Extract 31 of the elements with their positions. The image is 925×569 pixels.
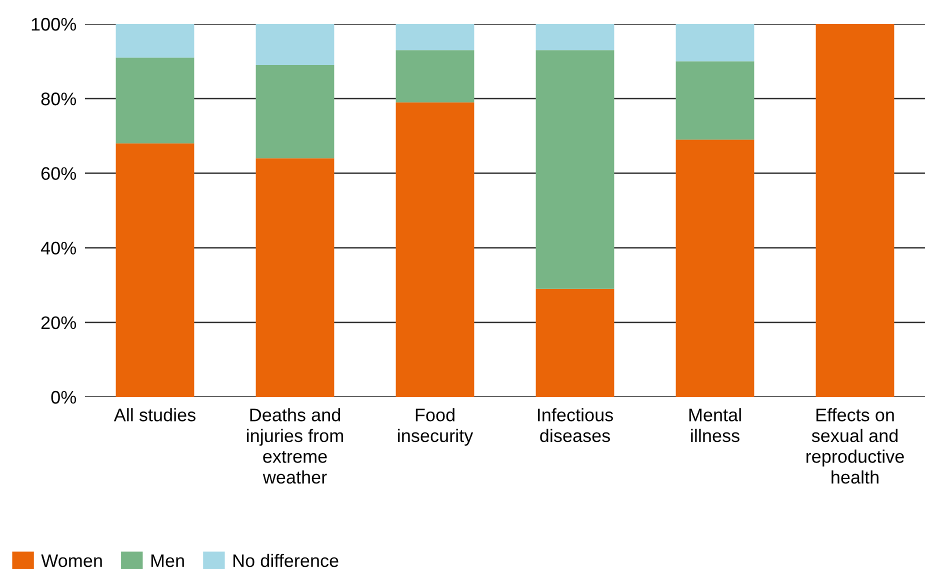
bar (816, 24, 894, 397)
bar (256, 158, 334, 397)
y-tick-label: 60% (41, 167, 76, 180)
bar (676, 140, 754, 397)
bar (536, 288, 614, 397)
bar (256, 65, 334, 158)
legend-label: No difference (233, 554, 338, 568)
y-tick-label: 40% (40, 242, 76, 255)
y-tick-label: 20% (41, 316, 76, 330)
bar (116, 24, 194, 58)
y-tick-label: 80% (41, 92, 76, 106)
bar (396, 102, 474, 397)
x-tick-label: Infectious diseases (538, 408, 613, 442)
y-tick-label: 0% (51, 390, 76, 404)
legend-label: Men (151, 554, 184, 568)
bar (676, 24, 754, 62)
y-tick-label: 100% (32, 18, 76, 31)
x-tick-label: All studies (114, 408, 196, 422)
bar (116, 143, 194, 397)
x-tick-label: Effects on sexual and reproductive health (806, 408, 904, 484)
bar (396, 50, 474, 102)
bar (536, 50, 614, 289)
bar (676, 61, 754, 140)
bar (116, 58, 194, 144)
x-tick-label: Deaths and injuries from extreme weather (247, 408, 343, 484)
x-tick-label: Mental illness (689, 408, 741, 442)
legend-label: Women (41, 554, 102, 568)
x-tick-label: Food insecurity (398, 408, 474, 446)
bar (396, 24, 474, 50)
bar (256, 24, 334, 66)
bar (536, 24, 614, 50)
